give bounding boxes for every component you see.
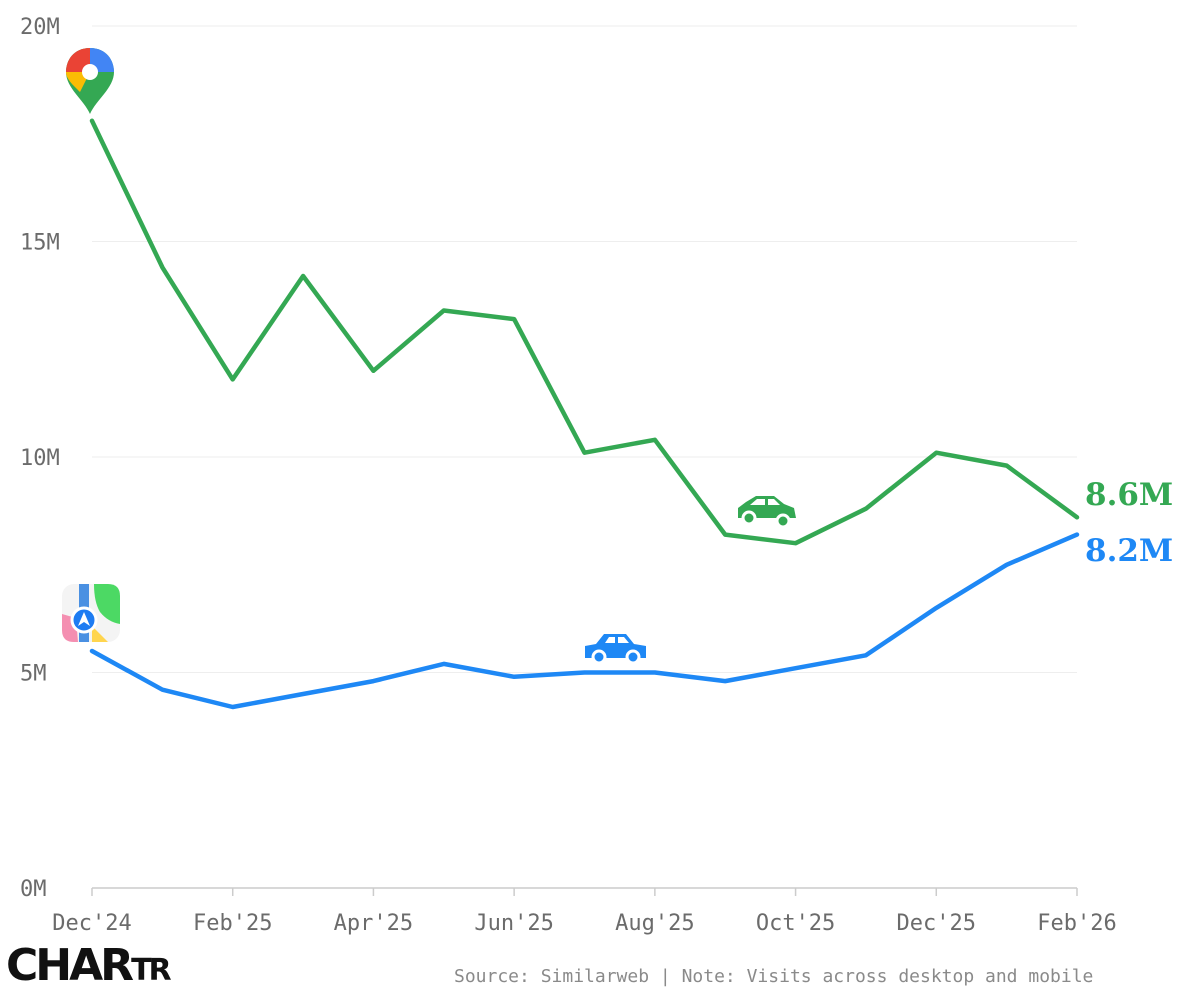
gridlines [92,25,1077,673]
google-maps-pin-icon [66,48,114,114]
y-tick-label: 15M [20,231,60,256]
x-axis: Dec'24 Feb'25 Apr'25 Jun'25 Aug'25 Oct'25 Dec'… [52,887,1117,936]
google-end-label: 8.6M [1085,477,1173,513]
x-tick-label: Feb'26 [1037,911,1116,936]
x-tick-label: Oct'25 [756,911,835,936]
source-note: Source: Similarweb | Note: Visits across… [454,966,1094,987]
y-tick-label: 0M [20,877,47,902]
x-tick-label: Dec'25 [897,911,976,936]
google-maps-line [89,118,1080,546]
y-tick-label: 10M [20,446,60,471]
x-tick-label: Jun'25 [474,911,553,936]
apple-maps-line [89,532,1080,710]
car-icon [585,634,646,665]
x-tick-label: Aug'25 [615,911,694,936]
y-tick-label: 5M [20,662,47,687]
chartr-logo: CHARTR [6,940,172,991]
apple-end-label: 8.2M [1085,533,1173,569]
x-tick-label: Apr'25 [334,911,413,936]
series-lines [89,118,1080,710]
y-axis-ticks: 0M 5M 10M 15M 20M [20,15,60,902]
y-tick-label: 20M [20,15,60,40]
x-tick-label: Feb'25 [193,911,272,936]
apple-maps-icon [62,584,120,642]
car-icon [738,496,796,529]
x-tick-label: Dec'24 [52,911,131,936]
